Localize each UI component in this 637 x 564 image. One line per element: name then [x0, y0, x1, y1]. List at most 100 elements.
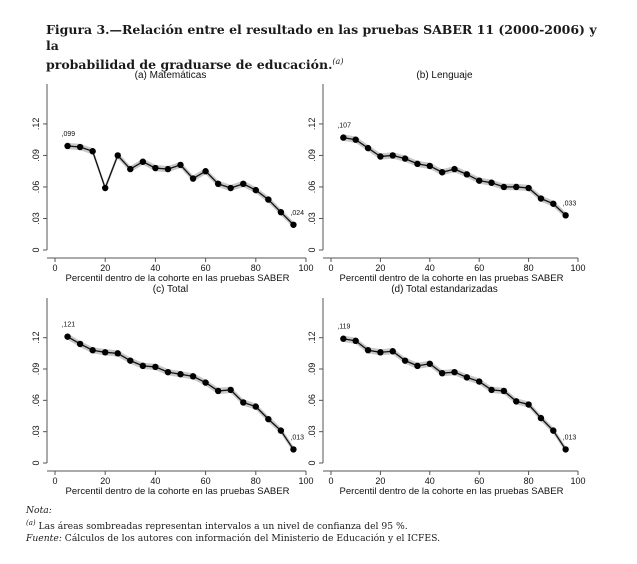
data-point — [438, 169, 446, 176]
x-tick-label: 80 — [524, 476, 534, 486]
panel-title: (b) Lenguaje — [416, 70, 473, 81]
data-point — [189, 373, 197, 380]
data-point — [401, 357, 409, 364]
data-point — [426, 360, 433, 367]
data-point — [152, 164, 159, 172]
x-tick-label: 60 — [201, 263, 211, 273]
data-point — [488, 179, 495, 186]
x-tick-label: 40 — [150, 263, 160, 273]
y-tick-label: .03 — [31, 425, 41, 438]
x-tick-label: 0 — [52, 476, 57, 486]
data-point — [202, 168, 209, 175]
x-tick-label: 40 — [425, 263, 435, 273]
data-point — [463, 374, 471, 381]
panel-d: (d) Total estandarizadas 0 .03 .06 .09 .12 0 20… — [307, 284, 586, 497]
figure-caption: Figura 3.—Relación entre el resultado en… — [46, 22, 606, 73]
data-point — [214, 387, 222, 395]
confidence-band — [343, 335, 566, 453]
data-point — [76, 143, 84, 151]
data-label: ,024 — [290, 210, 304, 217]
data-point — [414, 160, 421, 168]
data-point — [562, 212, 569, 219]
y-tick-label: .12 — [307, 118, 317, 131]
y-tick-label: .03 — [307, 212, 317, 225]
x-tick-label: 0 — [52, 263, 57, 273]
y-tick-label: .09 — [307, 149, 317, 162]
data-point — [127, 357, 134, 364]
x-tick-label: 20 — [100, 476, 110, 486]
data-label: ,119 — [337, 324, 350, 331]
x-tick-label: 20 — [100, 263, 110, 273]
x-tick-label: 60 — [474, 476, 484, 486]
data-point — [488, 386, 495, 394]
x-axis-label: Percentil dentro de la cohorte en las pr… — [340, 273, 564, 284]
data-point — [139, 362, 147, 370]
confidence-band — [343, 134, 566, 219]
data-point — [389, 348, 396, 355]
x-axis-label: Percentil dentro de la cohorte en las pr… — [340, 486, 564, 497]
data-point — [114, 350, 121, 357]
data-point — [451, 368, 458, 376]
source-text: Cálculos de los autores con información … — [61, 533, 441, 545]
panel-title: (a) Matemáticas — [135, 70, 207, 81]
y-tick-label: .09 — [31, 149, 41, 162]
x-tick-label: 100 — [570, 263, 585, 273]
x-tick-label: 100 — [298, 476, 313, 486]
y-tick-label: .06 — [31, 394, 41, 407]
data-point — [114, 152, 121, 159]
data-point — [89, 347, 96, 354]
y-tick-label: .06 — [307, 181, 317, 194]
data-point — [227, 386, 234, 394]
data-point — [102, 349, 109, 356]
footnote-marker: (a) — [26, 519, 36, 527]
y-tick-label: .09 — [31, 363, 41, 376]
source-line: Fuente: Cálculos de los autores con info… — [26, 533, 626, 545]
confidence-band — [67, 142, 294, 228]
data-point — [426, 162, 433, 170]
x-tick-label: 80 — [524, 263, 534, 273]
data-point — [463, 171, 471, 178]
panel-c: (c) Total 0 .03 .06 .09 .12 0 20 40 60 80 100 Percen… — [31, 284, 314, 497]
x-tick-label: 20 — [375, 476, 385, 486]
y-tick-label: .12 — [31, 331, 41, 344]
data-point — [277, 208, 285, 216]
data-point — [340, 134, 347, 141]
x-tick-label: 40 — [425, 476, 435, 486]
data-point — [537, 414, 545, 422]
data-label: ,013 — [290, 434, 304, 441]
data-point — [164, 368, 172, 376]
data-point — [102, 184, 109, 192]
data-point — [127, 165, 134, 173]
data-point — [550, 427, 557, 434]
data-point — [252, 186, 259, 194]
y-tick-label: .03 — [307, 425, 317, 438]
data-point — [64, 142, 71, 150]
data-point — [500, 183, 508, 191]
panel-title: (d) Total estandarizadas — [391, 284, 498, 295]
y-tick-label: .03 — [31, 212, 41, 225]
y-tick-label: .12 — [31, 118, 41, 131]
data-point — [240, 399, 247, 406]
x-tick-label: 80 — [251, 263, 261, 273]
x-tick-label: 100 — [298, 263, 313, 273]
nota-label: Nota: — [26, 505, 52, 516]
data-point — [438, 369, 446, 377]
data-point — [290, 446, 297, 453]
data-point — [177, 371, 184, 378]
data-point — [377, 349, 384, 356]
data-label: ,099 — [62, 131, 76, 138]
data-point — [414, 362, 421, 370]
x-axis-label: Percentil dentro de la cohorte en las pr… — [66, 273, 290, 284]
y-tick-label: 0 — [31, 460, 41, 465]
y-tick-label: .12 — [307, 331, 317, 344]
data-point — [139, 158, 147, 165]
x-tick-label: 20 — [375, 263, 385, 273]
data-label: ,121 — [62, 322, 76, 329]
data-point — [177, 161, 184, 169]
data-point — [364, 144, 372, 152]
data-point — [513, 183, 520, 191]
data-point — [352, 136, 359, 143]
data-point — [89, 148, 96, 155]
data-point — [389, 152, 396, 159]
y-tick-label: .09 — [307, 363, 317, 376]
